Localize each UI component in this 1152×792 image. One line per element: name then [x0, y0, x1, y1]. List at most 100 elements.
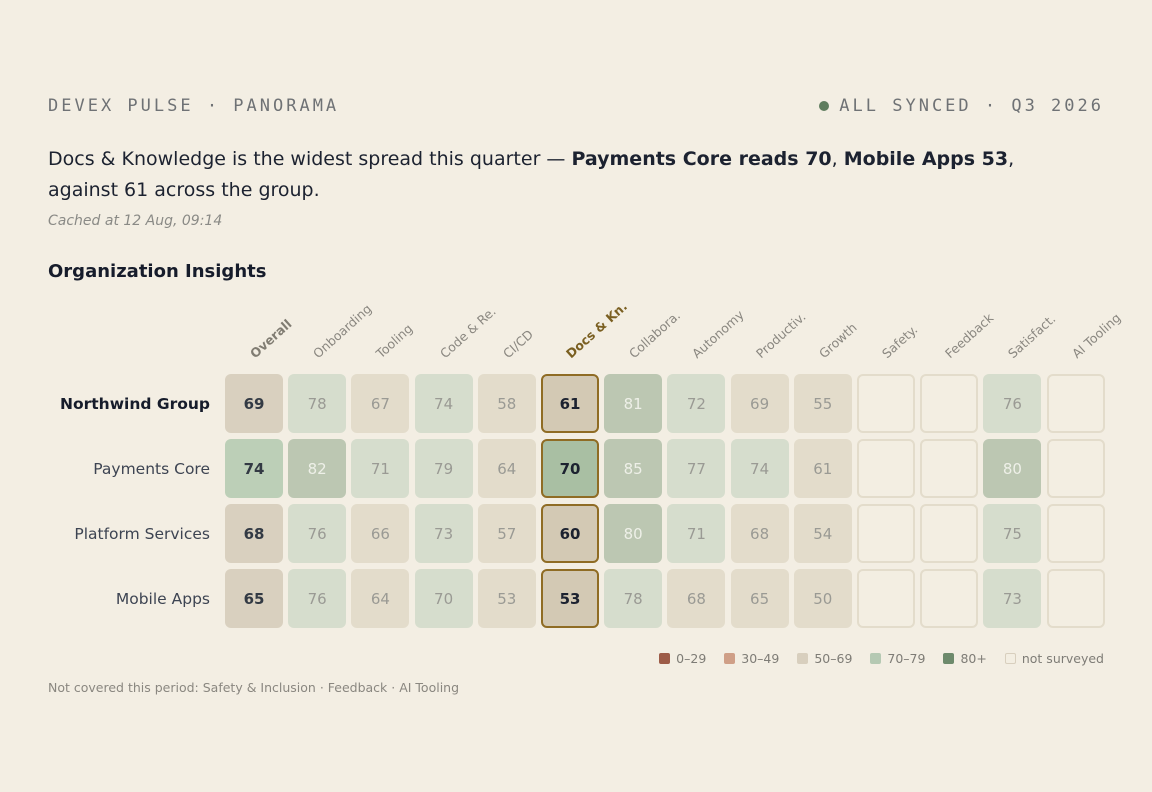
sync-status-dot-icon	[819, 101, 830, 111]
column-header: Code & Re.	[436, 303, 499, 362]
coverage-footnote: Not covered this period: Safety & Inclus…	[48, 680, 460, 695]
column-header: Safety.	[879, 321, 921, 362]
score-cell-not-surveyed[interactable]	[1046, 504, 1105, 563]
legend-swatch-icon	[659, 653, 671, 664]
legend-swatch-icon	[1004, 653, 1016, 664]
column-header: Growth	[815, 319, 860, 362]
score-cell[interactable]: 69	[225, 374, 283, 433]
score-cell[interactable]: 76	[288, 569, 347, 628]
row-label: Mobile Apps	[115, 589, 210, 608]
score-cell[interactable]: 65	[225, 569, 283, 628]
score-cell[interactable]: 64	[477, 439, 536, 498]
score-cell[interactable]: 68	[667, 569, 726, 628]
legend-label: 50–69	[814, 651, 853, 666]
score-cell[interactable]: 73	[414, 504, 473, 563]
score-cell[interactable]: 80	[604, 504, 663, 563]
score-cell[interactable]: 76	[983, 374, 1042, 433]
score-cell[interactable]: 76	[288, 504, 347, 563]
score-cell[interactable]: 54	[793, 504, 852, 563]
headline-highlight-1: Payments Core reads 70	[571, 148, 832, 170]
score-cell[interactable]: 74	[730, 439, 789, 498]
score-cell-not-surveyed[interactable]	[920, 439, 979, 498]
score-cell[interactable]: 68	[730, 504, 789, 563]
column-header: Overall	[247, 316, 295, 362]
column-header: Productiv.	[752, 308, 809, 362]
score-cell[interactable]: 66	[351, 504, 410, 563]
legend-item: 0–29	[659, 651, 706, 666]
row-label: Northwind Group	[59, 394, 210, 413]
score-cell[interactable]: 74	[414, 374, 473, 433]
score-cell-not-surveyed[interactable]	[857, 569, 915, 628]
score-cell[interactable]: 68	[225, 504, 283, 563]
column-header: Onboarding	[310, 301, 375, 362]
column-header: Feedback	[942, 310, 997, 362]
cached-timestamp: Cached at 12 Aug, 09:14	[48, 213, 223, 229]
score-cell[interactable]: 75	[983, 504, 1042, 563]
top-bar: DEVEX PULSE · PANORAMA ALL SYNCED · Q3 2…	[48, 96, 1104, 116]
score-cell[interactable]: 81	[604, 374, 663, 433]
score-cell-not-surveyed[interactable]	[1046, 374, 1105, 433]
legend-item: not surveyed	[1004, 651, 1104, 666]
score-cell[interactable]: 74	[225, 439, 283, 498]
headline-separator: ,	[831, 148, 844, 170]
score-cell-not-surveyed[interactable]	[857, 439, 915, 498]
legend-swatch-icon	[724, 653, 736, 664]
score-cell[interactable]: 53	[477, 569, 536, 628]
sync-status: ALL SYNCED · Q3 2026	[819, 96, 1104, 116]
headline-highlight-2: Mobile Apps 53	[843, 148, 1009, 170]
score-cell[interactable]: 73	[983, 569, 1042, 628]
score-cell[interactable]: 78	[604, 569, 663, 628]
score-cell[interactable]: 65	[730, 569, 789, 628]
score-cell-not-surveyed[interactable]	[1046, 439, 1105, 498]
legend-item: 50–69	[797, 651, 852, 666]
score-cell[interactable]: 50	[793, 569, 852, 628]
score-cell-not-surveyed[interactable]	[920, 569, 979, 628]
legend-item: 30–49	[724, 651, 779, 666]
column-header: AI Tooling	[1068, 309, 1124, 362]
section-title: Organization Insights	[48, 261, 267, 282]
score-cell[interactable]: 71	[351, 439, 410, 498]
legend-label: 0–29	[676, 651, 707, 666]
column-header: Satisfact.	[1005, 310, 1059, 362]
score-cell[interactable]: 64	[351, 569, 410, 628]
row-label: Platform Services	[74, 524, 210, 543]
score-cell[interactable]: 70	[541, 439, 599, 498]
score-cell[interactable]: 70	[414, 569, 473, 628]
column-header: Collabora.	[626, 307, 684, 362]
score-cell[interactable]: 82	[288, 439, 347, 498]
score-cell[interactable]: 58	[477, 374, 536, 433]
column-header: Tooling	[373, 320, 416, 362]
score-cell-not-surveyed[interactable]	[857, 504, 915, 563]
legend-label: not surveyed	[1021, 651, 1104, 666]
score-cell-not-surveyed[interactable]	[857, 374, 915, 433]
score-cell-not-surveyed[interactable]	[920, 374, 979, 433]
score-cell[interactable]: 71	[667, 504, 726, 563]
score-cell[interactable]: 55	[793, 374, 852, 433]
score-cell[interactable]: 85	[604, 439, 663, 498]
score-cell[interactable]: 80	[983, 439, 1042, 498]
score-cell-not-surveyed[interactable]	[920, 504, 979, 563]
score-cell[interactable]: 53	[541, 569, 599, 628]
sync-status-label: ALL SYNCED · Q3 2026	[839, 96, 1104, 116]
legend-label: 70–79	[887, 651, 926, 666]
score-cell[interactable]: 72	[667, 374, 726, 433]
legend-swatch-icon	[797, 653, 809, 664]
score-cell[interactable]: 79	[414, 439, 473, 498]
brand-title: DEVEX PULSE · PANORAMA	[48, 96, 340, 116]
column-header: Autonomy	[689, 307, 748, 362]
score-cell[interactable]: 57	[477, 504, 536, 563]
legend-item: 70–79	[870, 651, 925, 666]
score-cell[interactable]: 69	[730, 374, 789, 433]
column-header: Docs & Kn.	[563, 298, 631, 362]
column-header: CI/CD	[499, 326, 536, 362]
score-cell[interactable]: 77	[667, 439, 726, 498]
score-cell[interactable]: 67	[351, 374, 410, 433]
legend-swatch-icon	[943, 653, 955, 664]
legend-label: 30–49	[741, 651, 780, 666]
score-cell-not-surveyed[interactable]	[1046, 569, 1105, 628]
score-cell[interactable]: 60	[541, 504, 599, 563]
score-cell[interactable]: 61	[541, 374, 599, 433]
legend-swatch-icon	[870, 653, 882, 664]
score-cell[interactable]: 78	[288, 374, 347, 433]
score-cell[interactable]: 61	[793, 439, 852, 498]
